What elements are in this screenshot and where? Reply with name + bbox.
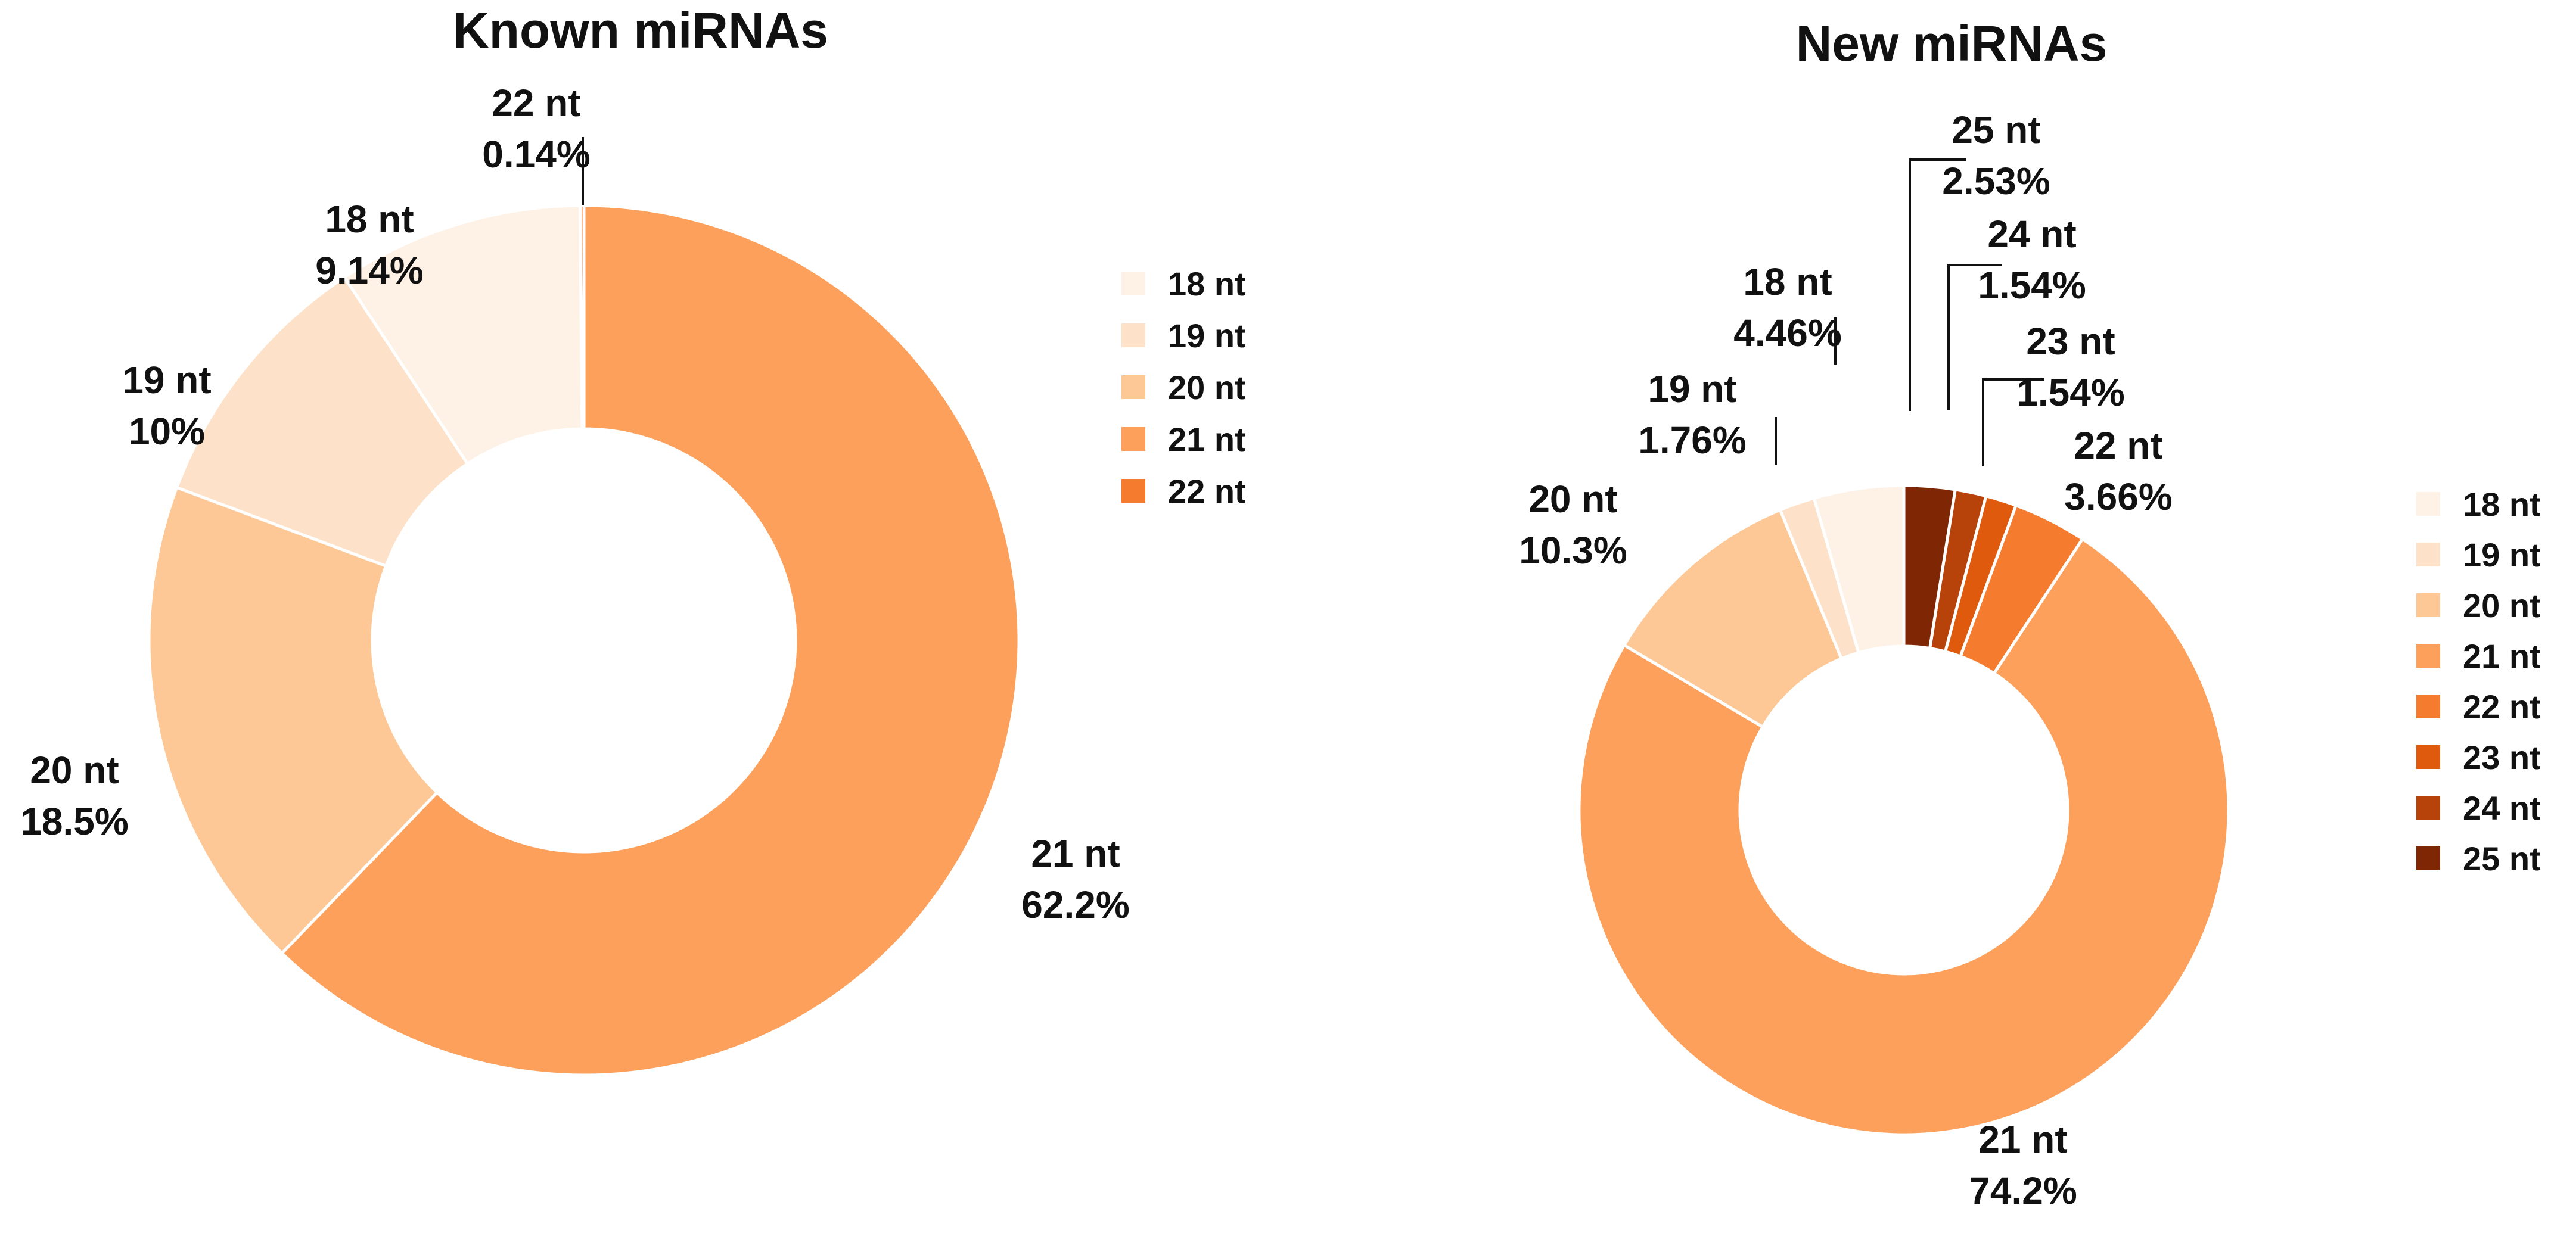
slice-percent: 1.76% — [1638, 419, 1746, 462]
chart-title: New miRNAs — [1796, 15, 2108, 71]
legend-label: 18 nt — [2463, 485, 2541, 523]
legend-label: 19 nt — [1168, 317, 1246, 354]
slice-label: 25 nt — [1952, 108, 2040, 151]
legend-swatch — [2416, 644, 2440, 668]
slice-label: 23 nt — [2026, 320, 2115, 363]
slice-25nt — [1902, 484, 1957, 650]
slice-label: 18 nt — [325, 198, 414, 241]
leader-line — [1982, 378, 2044, 466]
legend: 18 nt 19 nt 20 nt 21 nt 22 nt 23 nt 24 nt 25 nt — [2416, 485, 2541, 877]
legend-label: 21 nt — [1168, 421, 1246, 458]
slice-19nt — [175, 275, 470, 568]
slice-22nt — [1958, 503, 2085, 675]
slice-label: 18 nt — [1743, 260, 1832, 303]
legend-label: 20 nt — [2463, 587, 2541, 624]
slice-percent: 1.54% — [1978, 264, 2086, 307]
legend-label: 23 nt — [2463, 739, 2541, 776]
legend-label: 25 nt — [2463, 840, 2541, 877]
legend: 18 nt 19 nt 20 nt 21 nt 22 nt — [1121, 265, 1246, 510]
slice-label: 24 nt — [1987, 213, 2076, 256]
legend-swatch — [1121, 427, 1145, 451]
slice-percent: 62.2% — [1021, 883, 1129, 926]
chart-new-mirnas: New miRNAs 18 nt 4.46% 19 nt 1.76% 20 nt 10.3… — [1519, 15, 2540, 1212]
slice-label: 19 nt — [1648, 368, 1736, 410]
slice-percent: 0.14% — [482, 133, 590, 176]
slice-18nt — [342, 204, 584, 466]
leader-line — [1947, 264, 2002, 410]
legend-swatch — [1121, 479, 1145, 503]
legend-label: 22 nt — [2463, 688, 2541, 726]
slice-percent: 9.14% — [315, 249, 423, 292]
legend-swatch — [1121, 272, 1145, 295]
legend-swatch — [2416, 543, 2440, 566]
slice-label: 20 nt — [1528, 478, 1617, 521]
legend-label: 20 nt — [1168, 369, 1246, 406]
slice-label: 20 nt — [30, 749, 119, 792]
slice-19nt — [1778, 496, 1861, 661]
legend-swatch — [2416, 492, 2440, 516]
slice-20nt — [1622, 507, 1844, 729]
slice-percent: 10% — [129, 410, 205, 453]
slice-21nt — [1577, 537, 2230, 1137]
legend-swatch — [2416, 695, 2440, 718]
slice-percent: 1.54% — [2016, 371, 2124, 414]
slice-22nt — [579, 204, 586, 431]
legend-label: 21 nt — [2463, 637, 2541, 675]
legend-swatch — [1121, 323, 1145, 347]
chart-title: Known miRNAs — [453, 2, 828, 58]
slice-label: 21 nt — [1031, 832, 1120, 875]
legend-label: 18 nt — [1168, 265, 1246, 303]
legend-swatch — [1121, 375, 1145, 399]
slice-20nt — [147, 485, 440, 955]
legend-swatch — [2416, 745, 2440, 769]
chart-known-mirnas: Known miRNAs 18 nt 9.14% 19 nt 10% 20 nt 18.5… — [20, 2, 1246, 1077]
legend-swatch — [2416, 796, 2440, 820]
slice-percent: 4.46% — [1733, 312, 1841, 354]
slice-label: 22 nt — [492, 82, 580, 124]
legend-label: 19 nt — [2463, 536, 2541, 574]
slice-label: 19 nt — [122, 359, 211, 401]
legend-swatch — [2416, 846, 2440, 870]
slice-percent: 10.3% — [1519, 529, 1627, 572]
slice-percent: 2.53% — [1942, 160, 2050, 203]
leader-line — [1909, 158, 1966, 411]
legend-label: 22 nt — [1168, 472, 1246, 510]
slice-label: 21 nt — [1978, 1118, 2067, 1161]
slice-label: 22 nt — [2074, 424, 2162, 467]
legend-label: 24 nt — [2463, 789, 2541, 827]
legend-swatch — [2416, 593, 2440, 617]
slice-percent: 74.2% — [1969, 1169, 2077, 1212]
slice-percent: 18.5% — [20, 800, 128, 843]
slice-21nt — [279, 204, 1021, 1077]
slice-percent: 3.66% — [2064, 475, 2172, 518]
